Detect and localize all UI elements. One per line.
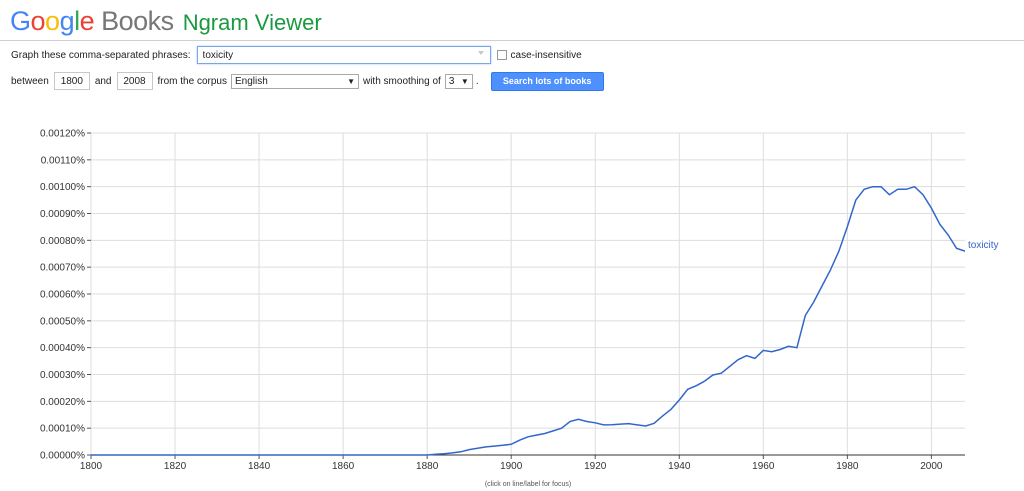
x-tick-label: 1800 bbox=[80, 461, 103, 472]
y-tick-label: 0.00080% bbox=[40, 236, 85, 247]
corpus-select[interactable]: English ▼ bbox=[230, 73, 359, 89]
x-axis-ticks: 1800 1820 1840 1860 1880 1900 1920 1940 1960 1980… bbox=[80, 454, 965, 472]
corpus-value: English bbox=[234, 75, 268, 87]
logo-letter: o bbox=[30, 6, 46, 36]
between-label: between bbox=[11, 75, 49, 87]
smoothing-suffix: . bbox=[475, 75, 479, 87]
x-tick-label: 2000 bbox=[920, 461, 943, 472]
x-tick-label: 1840 bbox=[248, 461, 271, 472]
dropdown-arrow-icon[interactable] bbox=[477, 51, 484, 55]
select-caret-icon: ▼ bbox=[347, 76, 355, 86]
y-tick-label: 0.00020% bbox=[40, 397, 85, 408]
phrase-input[interactable] bbox=[196, 46, 491, 64]
smoothing-label: with smoothing of bbox=[362, 75, 441, 87]
x-tick-label: 1820 bbox=[164, 461, 187, 472]
logo-letter: l bbox=[74, 6, 80, 36]
books-wordmark: Books bbox=[101, 6, 174, 36]
y-tick-label: 0.00040% bbox=[40, 343, 85, 354]
end-year-input[interactable] bbox=[116, 72, 153, 90]
smoothing-value: 3 bbox=[448, 75, 455, 87]
case-insensitive-label[interactable]: case-insensitive bbox=[510, 49, 582, 61]
google-books-logo[interactable]: Google Books Ngram Viewer bbox=[10, 4, 322, 40]
and-label: and bbox=[94, 75, 112, 87]
search-button[interactable]: Search lots of books bbox=[490, 71, 604, 91]
y-tick-label: 0.00120% bbox=[40, 129, 85, 140]
y-tick-label: 0.00050% bbox=[40, 316, 85, 327]
case-insensitive-checkbox[interactable] bbox=[496, 50, 507, 60]
start-year-input[interactable] bbox=[53, 72, 90, 90]
options-row: between and from the corpus English ▼ wi… bbox=[10, 71, 604, 91]
logo-letter: e bbox=[79, 6, 95, 36]
y-tick-label: 0.00060% bbox=[40, 290, 85, 301]
y-tick-label: 0.00000% bbox=[40, 451, 85, 462]
series-line-toxicity[interactable] bbox=[91, 185, 966, 456]
x-tick-label: 1980 bbox=[836, 461, 859, 472]
x-tick-label: 1960 bbox=[752, 461, 775, 472]
logo-letter: g bbox=[59, 6, 75, 36]
y-tick-label: 0.00090% bbox=[40, 209, 85, 220]
select-caret-icon: ▼ bbox=[460, 76, 469, 86]
chart-series[interactable]: toxicity bbox=[91, 185, 999, 456]
y-tick-label: 0.00030% bbox=[40, 370, 85, 381]
x-tick-label: 1860 bbox=[332, 461, 355, 472]
product-title: Ngram Viewer bbox=[182, 10, 322, 35]
y-axis-ticks: 0.00000% 0.00010% 0.00020% 0.00030% 0.00040%… bbox=[40, 129, 91, 462]
x-tick-label: 1940 bbox=[668, 461, 691, 472]
phrase-row: Graph these comma-separated phrases: cas… bbox=[10, 45, 583, 65]
x-tick-label: 1920 bbox=[584, 461, 607, 472]
x-tick-label: 1900 bbox=[500, 461, 523, 472]
google-wordmark: Google bbox=[10, 4, 95, 38]
corpus-label: from the corpus bbox=[157, 75, 227, 87]
series-label-toxicity[interactable]: toxicity bbox=[968, 240, 999, 251]
y-tick-label: 0.00010% bbox=[40, 424, 85, 435]
x-tick-label: 1880 bbox=[416, 461, 439, 472]
header: Google Books Ngram Viewer bbox=[0, 0, 1024, 41]
phrase-label: Graph these comma-separated phrases: bbox=[11, 49, 191, 61]
phrase-input-wrapper bbox=[192, 46, 491, 64]
y-tick-label: 0.00110% bbox=[41, 155, 85, 166]
y-tick-label: 0.00100% bbox=[40, 182, 85, 193]
chart-hint: (click on line/label for focus) bbox=[485, 481, 571, 488]
smoothing-select[interactable]: 3 ▼ bbox=[444, 73, 473, 89]
logo-letter: G bbox=[10, 6, 31, 36]
logo-letter: o bbox=[45, 6, 60, 36]
y-tick-label: 0.00070% bbox=[40, 263, 85, 274]
chart-grid bbox=[90, 132, 965, 456]
